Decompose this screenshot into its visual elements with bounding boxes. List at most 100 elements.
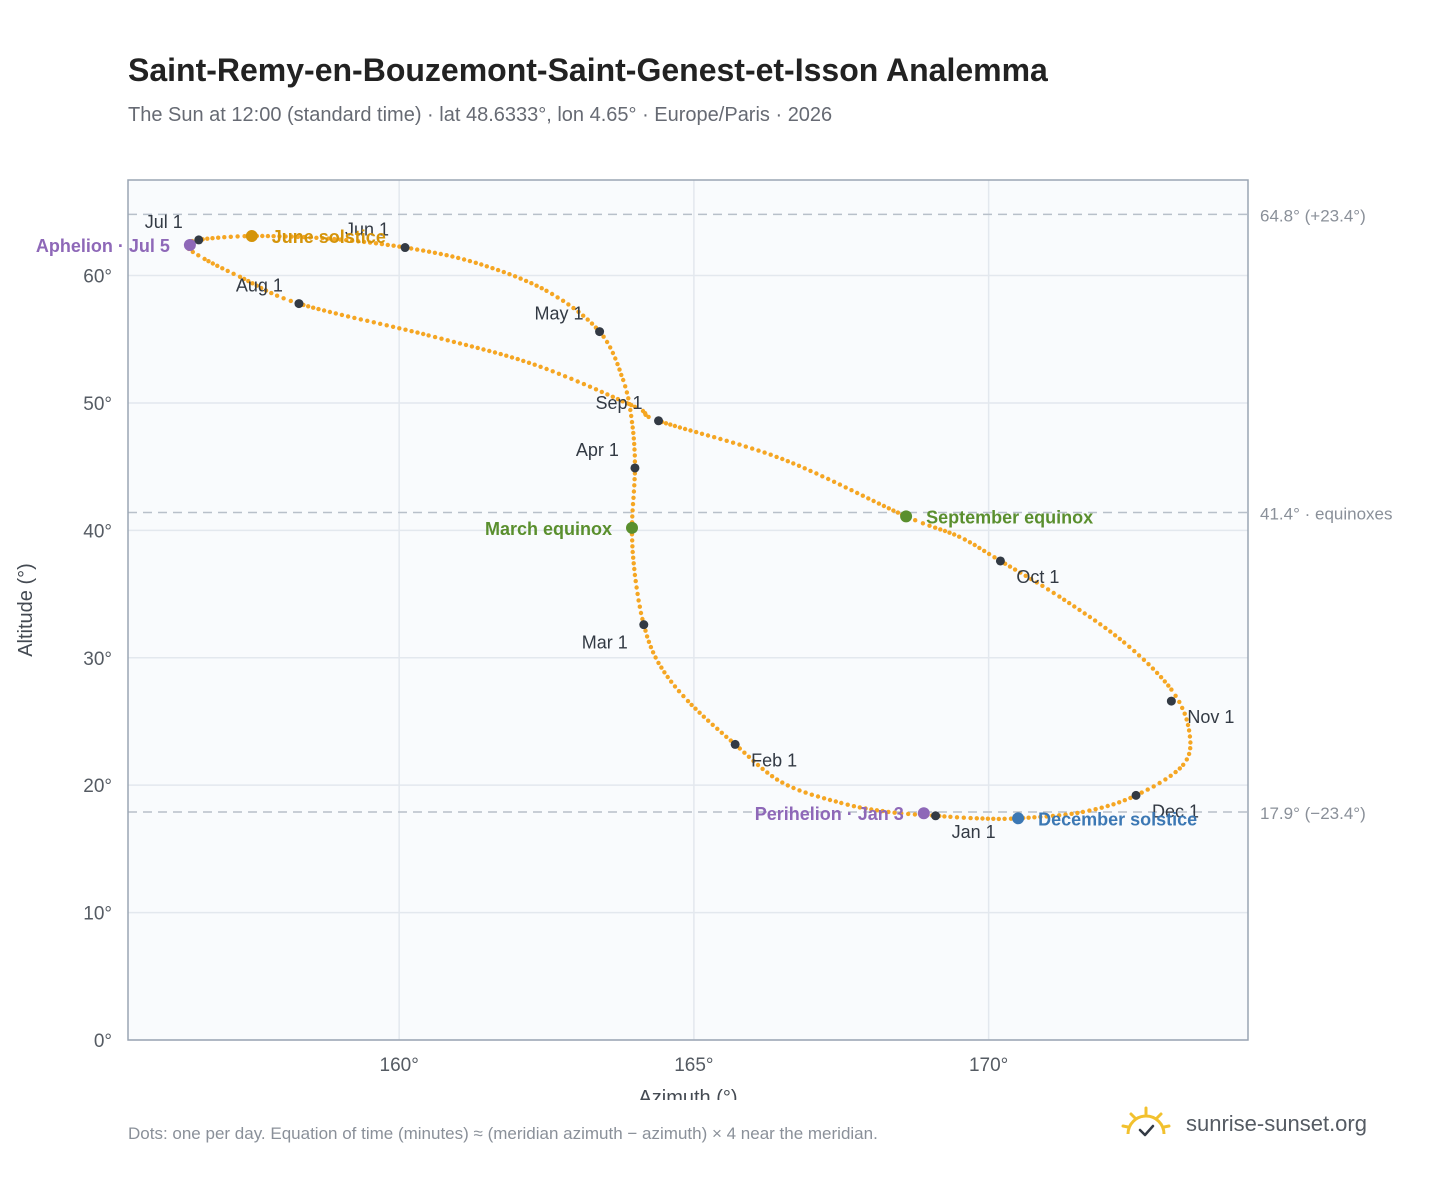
event-marker-dot: [183, 238, 196, 251]
month-marker-dot: [931, 811, 941, 821]
daily-sun-dot: [450, 254, 455, 259]
daily-sun-dot: [685, 698, 691, 704]
daily-sun-dot: [467, 258, 473, 264]
daily-sun-dot: [613, 356, 618, 361]
daily-sun-dot: [225, 268, 230, 274]
event-marker-dot: [900, 510, 913, 523]
daily-sun-dot: [321, 308, 327, 313]
month-marker-label: Sep 1: [595, 393, 642, 413]
daily-sun-dot: [490, 266, 495, 271]
daily-sun-dot: [982, 548, 987, 554]
daily-sun-dot: [1007, 564, 1013, 569]
daily-sun-dot: [636, 598, 641, 603]
daily-sun-dot: [644, 634, 650, 639]
daily-sun-dot: [681, 693, 686, 699]
daily-sun-dot: [668, 422, 673, 427]
daily-sun-dot: [629, 402, 634, 408]
daily-sun-dot: [1154, 670, 1160, 676]
daily-sun-dot: [539, 286, 544, 291]
daily-sun-dot: [231, 271, 236, 276]
daily-sun-dot: [632, 447, 637, 452]
daily-sun-dot: [415, 247, 420, 252]
daily-sun-dot: [803, 790, 808, 795]
daily-sun-dot: [306, 304, 311, 309]
daily-sun-dot: [985, 816, 991, 821]
daily-sun-dot: [526, 360, 532, 365]
daily-sun-dot: [1062, 597, 1067, 602]
daily-sun-dot: [1163, 777, 1168, 782]
daily-sun-dot: [202, 256, 207, 262]
daily-sun-dot: [587, 384, 593, 389]
event-markers: March equinox June solstice September equi…: [36, 227, 1197, 829]
daily-sun-dot: [942, 814, 947, 819]
month-marker-dot: [294, 299, 304, 309]
daily-sun-dot: [1184, 757, 1190, 762]
daily-sun-dot: [269, 290, 274, 296]
daily-sun-dot: [581, 381, 587, 387]
daily-sun-dot: [886, 506, 891, 511]
daily-sun-dot: [632, 404, 638, 409]
daily-sun-dot: [693, 706, 698, 711]
daily-sun-dot: [996, 816, 1001, 822]
daily-sun-dot: [912, 812, 918, 817]
daily-sun-dot: [1032, 815, 1037, 820]
daily-sun-dot: [630, 508, 635, 513]
daily-sun-dot: [808, 468, 813, 474]
daily-sun-dot: [991, 816, 996, 821]
daily-sun-dot: [780, 780, 785, 785]
daily-sun-dot: [669, 679, 674, 684]
daily-sun-dot: [1188, 746, 1193, 751]
daily-sun-dot: [860, 493, 865, 498]
event-marker-label: Aphelion · Jul 5: [36, 236, 170, 256]
daily-sun-dot: [205, 236, 210, 241]
daily-sun-dot: [1018, 570, 1023, 575]
event-marker-dot: [1012, 812, 1025, 825]
x-tick-label: 165°: [674, 1055, 713, 1076]
daily-sun-dot: [259, 285, 264, 291]
daily-sun-dot: [550, 369, 555, 374]
daily-sun-dot: [210, 236, 215, 241]
brand-name[interactable]: sunrise-sunset.org: [1186, 1111, 1367, 1136]
month-marker-dot: [400, 243, 410, 253]
month-marker-label: Jul 1: [145, 212, 183, 232]
daily-sun-dot: [948, 814, 953, 819]
daily-sun-dot: [311, 305, 316, 310]
daily-sun-dot: [710, 722, 715, 727]
event-marker-label: March equinox: [485, 519, 612, 539]
daily-sun-dot: [659, 665, 664, 670]
daily-sun-dot: [1151, 784, 1156, 789]
daily-sun-dot: [451, 339, 457, 345]
daily-sun-dot: [876, 501, 882, 506]
daily-sun-dot: [1023, 573, 1028, 578]
daily-sun-dot: [538, 364, 543, 369]
daily-sun-dot: [507, 272, 512, 277]
daily-sun-dot: [463, 342, 469, 348]
daily-sun-dot: [980, 816, 985, 821]
daily-sun-dot: [367, 240, 373, 245]
daily-sun-dot: [415, 330, 420, 335]
daily-sun-dot: [712, 435, 717, 440]
daily-sun-dot: [769, 774, 775, 779]
daily-sun-dot: [544, 366, 549, 372]
daily-sun-dot: [481, 347, 486, 352]
chart-title: Saint-Remy-en-Bouzemont-Saint-Genest-et-…: [128, 52, 1048, 88]
daily-sun-dot: [1177, 699, 1182, 705]
daily-sun-dot: [1099, 805, 1104, 810]
daily-sun-dot: [630, 544, 635, 549]
brand[interactable]: sunrise-sunset.org: [1120, 1102, 1367, 1146]
daily-sun-dot: [957, 534, 962, 539]
month-marker-dot: [1131, 790, 1141, 800]
daily-sun-dot: [630, 501, 636, 507]
daily-sun-dot: [617, 367, 622, 372]
daily-sun-dot: [972, 542, 977, 548]
month-marker-dot: [194, 235, 204, 245]
daily-sun-dot: [933, 525, 938, 530]
daily-sun-dot: [1087, 808, 1092, 813]
daily-sun-dot: [610, 350, 616, 356]
daily-sun-dot: [863, 806, 868, 811]
daily-sun-dot: [1112, 633, 1118, 638]
daily-sun-dot: [1034, 580, 1040, 585]
daily-sun-dot: [457, 341, 463, 346]
daily-sun-dot: [1072, 604, 1077, 609]
daily-sun-dot: [1173, 693, 1178, 698]
